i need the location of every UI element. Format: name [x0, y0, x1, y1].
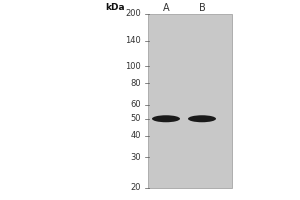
Bar [148, 14, 232, 188]
Text: A: A [163, 3, 169, 13]
Text: kDa: kDa [105, 3, 125, 12]
Text: 20: 20 [130, 184, 141, 192]
Text: 200: 200 [125, 9, 141, 19]
Text: B: B [199, 3, 206, 13]
Ellipse shape [188, 115, 216, 122]
Text: 50: 50 [130, 114, 141, 123]
Text: 100: 100 [125, 62, 141, 71]
Text: 30: 30 [130, 153, 141, 162]
Text: 140: 140 [125, 36, 141, 45]
Text: 40: 40 [130, 131, 141, 140]
Ellipse shape [152, 115, 180, 122]
Text: 60: 60 [130, 100, 141, 109]
Text: 80: 80 [130, 79, 141, 88]
